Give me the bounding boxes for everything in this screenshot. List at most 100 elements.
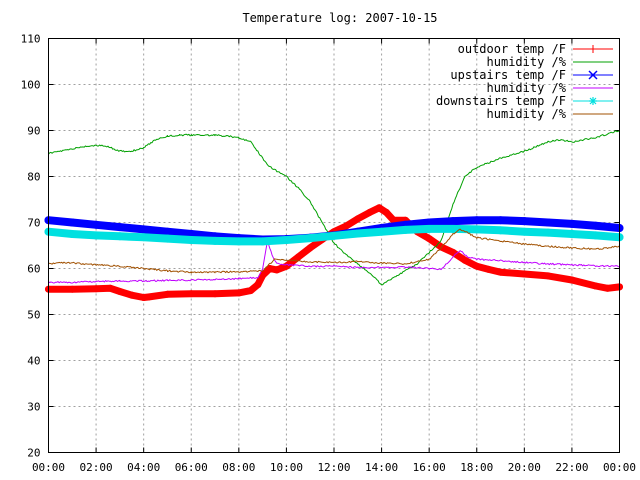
data-point <box>144 293 152 301</box>
data-point <box>234 237 243 246</box>
data-point <box>187 235 196 244</box>
legend-label: humidity /% <box>487 81 567 95</box>
x-tick-label: 02:00 <box>80 461 113 474</box>
x-tick-label: 18:00 <box>460 461 493 474</box>
data-point <box>377 227 386 236</box>
data-point <box>496 216 505 225</box>
data-point <box>211 236 220 245</box>
data-point <box>330 231 338 240</box>
data-point <box>68 285 76 293</box>
x-tick-label: 00:00 <box>603 461 636 474</box>
data-point <box>342 222 350 230</box>
data-point <box>449 248 457 256</box>
data-point <box>235 289 243 297</box>
data-point <box>247 287 255 295</box>
data-point <box>375 204 383 212</box>
data-point <box>282 262 290 270</box>
data-point <box>68 230 77 238</box>
data-point <box>353 229 362 238</box>
data-point <box>259 271 267 279</box>
x-tick-label: 04:00 <box>127 461 160 474</box>
data-point <box>520 227 529 236</box>
legend-label: humidity /% <box>487 55 567 69</box>
y-tick-label: 20 <box>27 447 40 460</box>
series-4 <box>44 224 624 246</box>
data-point <box>354 215 362 223</box>
data-point <box>68 218 77 227</box>
data-point <box>496 226 505 235</box>
legend-marker <box>588 70 598 80</box>
x-tick-label: 12:00 <box>317 461 350 474</box>
y-tick-label: 80 <box>27 171 40 184</box>
data-point <box>211 290 219 298</box>
y-tick-label: 70 <box>27 217 40 230</box>
legend-label: upstairs temp /F <box>450 68 566 82</box>
data-point <box>306 244 314 252</box>
series-3 <box>48 241 620 284</box>
data-point <box>389 216 397 224</box>
data-point <box>116 288 124 295</box>
y-axis: 20 30 40 50 60 70 80 90 100 110 <box>21 33 620 460</box>
x-tick-label: 00:00 <box>32 461 65 474</box>
data-point <box>401 225 410 234</box>
x-tick-label: 20:00 <box>508 461 541 474</box>
x-tick-label: 22:00 <box>555 461 588 474</box>
x-tick-label: 14:00 <box>365 461 398 474</box>
legend-label: humidity /% <box>487 107 567 121</box>
x-axis: 00:00 02:00 04:00 06:00 08:00 10:00 12:00 14:00… <box>32 38 636 474</box>
x-tick-label: 08:00 <box>222 461 255 474</box>
y-tick-label: 100 <box>21 79 41 92</box>
data-point <box>448 224 457 233</box>
data-point <box>366 208 374 216</box>
data-point <box>461 256 469 264</box>
data-point <box>254 281 262 289</box>
data-point <box>106 284 114 292</box>
legend-label: outdoor temp /F <box>458 42 566 56</box>
data-point <box>520 270 528 278</box>
data-point <box>544 228 553 237</box>
data-point <box>187 290 195 298</box>
data-point <box>92 285 100 293</box>
data-point <box>472 225 481 234</box>
data-point <box>163 227 172 236</box>
data-point <box>92 220 101 229</box>
plot-series <box>44 130 624 301</box>
data-point <box>425 235 433 243</box>
y-tick-label: 90 <box>27 125 40 138</box>
legend-marker <box>589 97 597 105</box>
data-point <box>520 217 529 226</box>
data-point <box>128 291 136 299</box>
data-point <box>139 225 148 234</box>
data-point <box>591 231 600 240</box>
data-point <box>544 218 553 227</box>
data-point <box>92 231 101 240</box>
data-point <box>591 221 600 230</box>
data-point <box>485 265 493 273</box>
data-point <box>282 235 291 244</box>
data-point <box>115 232 124 241</box>
series-line <box>48 241 620 284</box>
chart-title: Temperature log: 2007-10-15 <box>242 11 437 25</box>
grid-lines <box>48 38 620 453</box>
y-tick-label: 110 <box>21 33 41 46</box>
legend-marker <box>589 45 597 53</box>
x-tick-label: 10:00 <box>270 461 303 474</box>
y-tick-label: 30 <box>27 401 40 414</box>
y-tick-label: 40 <box>27 355 40 368</box>
data-point <box>273 266 281 274</box>
plot-frame <box>48 38 620 453</box>
data-point <box>382 208 390 216</box>
data-point <box>163 290 171 298</box>
data-point <box>604 284 612 292</box>
data-point <box>592 282 600 290</box>
y-tick-label: 60 <box>27 263 40 276</box>
y-tick-label: 50 <box>27 309 40 322</box>
data-point <box>567 219 576 228</box>
data-point <box>473 262 481 270</box>
data-point <box>163 234 172 243</box>
data-point <box>497 268 505 276</box>
data-point <box>139 233 148 242</box>
series-line <box>48 228 620 274</box>
